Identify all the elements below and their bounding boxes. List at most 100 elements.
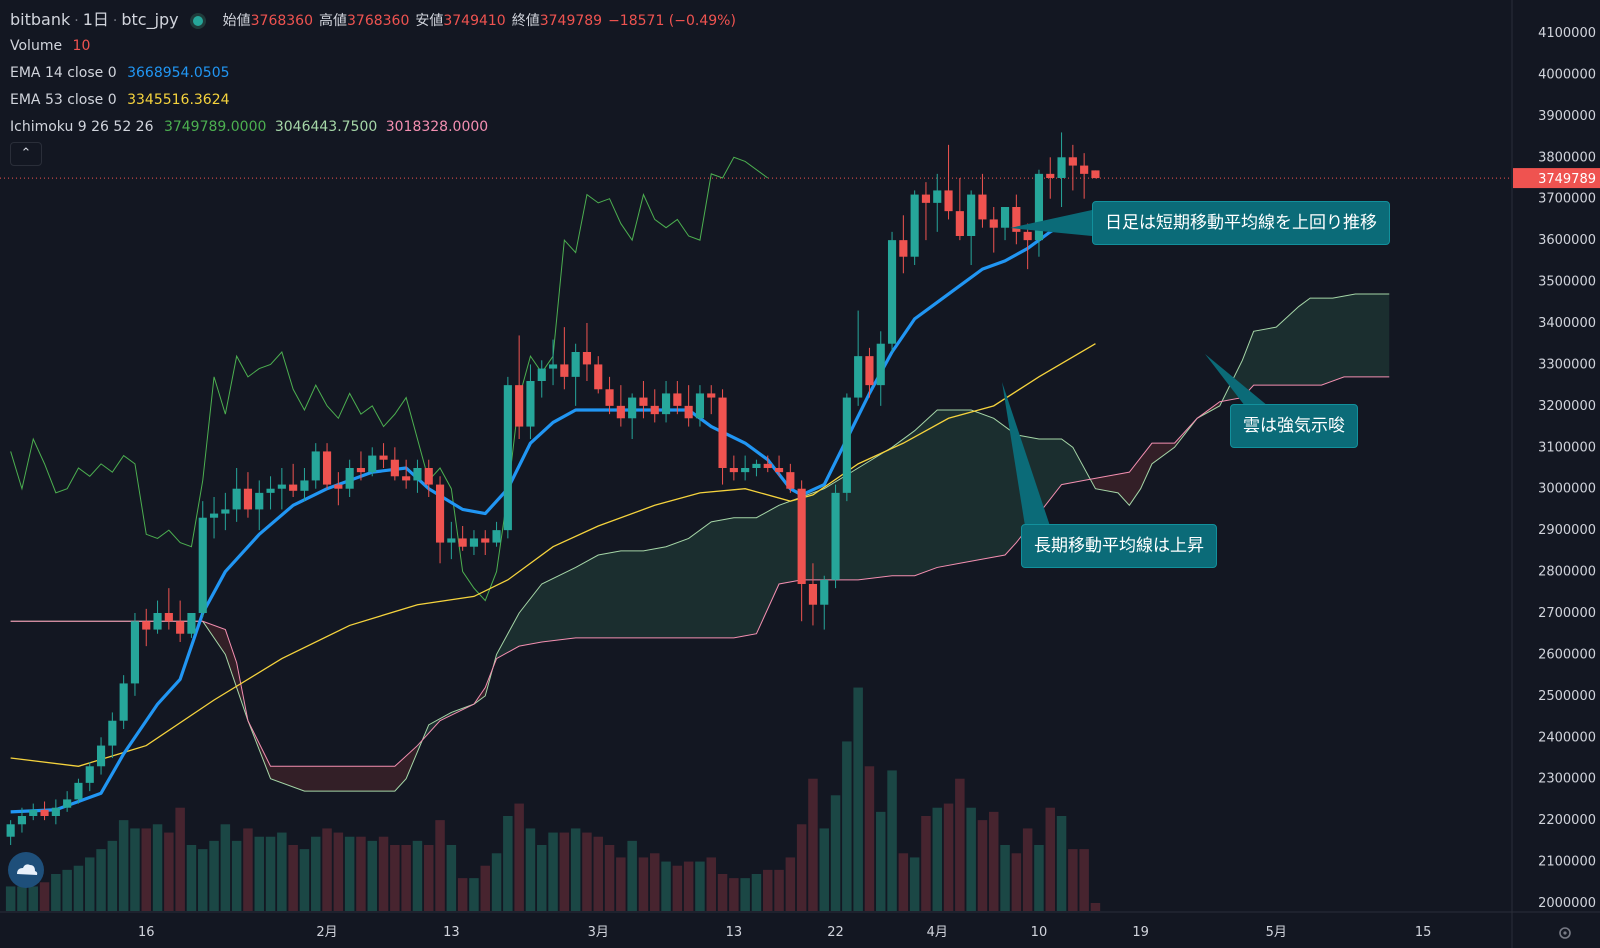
candle-body	[289, 484, 298, 491]
cloud-fill	[490, 410, 1090, 676]
volume-bar	[977, 820, 988, 911]
volume-bar	[785, 857, 796, 911]
price-tick-label: 4100000	[1538, 26, 1596, 41]
candle-body	[989, 219, 998, 228]
candle-body	[526, 381, 535, 427]
volume-bar	[209, 840, 219, 911]
volume-bar	[412, 840, 423, 911]
time-tick-label: 5月	[1266, 925, 1287, 940]
callout-pointer	[1205, 354, 1268, 406]
candle-body	[402, 476, 411, 481]
volume-bar	[1034, 845, 1044, 911]
candle-body	[718, 397, 727, 468]
market-status-icon	[192, 15, 203, 26]
volume-bar	[921, 816, 931, 911]
candle-body	[153, 613, 162, 630]
cloud-fill	[247, 720, 418, 792]
callout-pointer	[1010, 210, 1092, 236]
symbol-label[interactable]: btc_jpy	[121, 10, 179, 29]
interval-label[interactable]: 1日	[82, 10, 109, 29]
close-label: 終値	[511, 13, 540, 29]
callout-short-ma: 日足は短期移動平均線を上回り推移	[1092, 201, 1390, 245]
volume-bar	[774, 869, 784, 911]
volume-bar	[638, 857, 649, 911]
volume-bar	[989, 811, 999, 911]
cloud-fill	[202, 621, 243, 705]
last-price-badge	[1513, 168, 1600, 189]
volume-bar	[254, 836, 264, 911]
candle-body	[1057, 157, 1066, 178]
ichimoku-span-value: 3018328.0000	[385, 119, 489, 135]
volume-bar	[582, 832, 592, 911]
candle-body	[481, 538, 490, 543]
ichimoku-legend[interactable]: Ichimoku 9 26 52 26 3749789.0000 3046443…	[10, 114, 736, 141]
volume-bar	[457, 878, 468, 911]
candlesticks	[6, 132, 1100, 845]
volume-bar	[604, 845, 615, 911]
ichimoku-base-value: 3046443.7500	[274, 119, 378, 135]
candle-body	[899, 240, 908, 257]
price-tick-label: 3000000	[1538, 482, 1596, 497]
volume-bar	[424, 845, 434, 911]
price-tick-label: 2500000	[1538, 689, 1596, 704]
volume-bar	[853, 687, 863, 911]
volume-bar	[695, 861, 705, 911]
volume-bar	[909, 857, 920, 911]
candle-body	[1046, 173, 1055, 178]
exchange-label[interactable]: bitbank	[10, 10, 71, 29]
candle-body	[503, 385, 512, 531]
tradingview-logo-icon[interactable]	[8, 852, 44, 888]
volume-bar	[299, 849, 310, 911]
volume-bar	[808, 778, 818, 911]
volume-bar	[966, 807, 976, 911]
candle-body	[1080, 165, 1089, 174]
volume-bar	[231, 840, 242, 911]
volume-bar	[751, 874, 762, 911]
candle-body	[752, 463, 761, 468]
candle-body	[130, 621, 140, 684]
volume-bar	[141, 828, 151, 911]
volume-bar	[1022, 828, 1033, 911]
ema53-legend[interactable]: EMA 53 close 0 3345516.3624	[10, 87, 736, 114]
collapse-legend-button[interactable]: ⌃	[10, 142, 42, 166]
volume-bar	[1056, 816, 1067, 911]
candle-body	[695, 393, 705, 419]
candle-body	[910, 194, 919, 257]
volume-bar	[175, 807, 185, 911]
candle-body	[1091, 170, 1100, 179]
time-tick-label: 16	[138, 925, 155, 940]
volume-bar	[39, 882, 50, 911]
time-tick-label: 2月	[316, 925, 337, 940]
ema53-value: 3345516.3624	[127, 92, 230, 108]
ema14-legend[interactable]: EMA 14 close 0 3668954.0505	[10, 60, 736, 87]
volume-bar	[537, 845, 547, 911]
volume-bar	[118, 820, 129, 911]
volume-bar	[198, 849, 208, 911]
volume-legend[interactable]: Volume 10	[10, 33, 736, 60]
candle-body	[96, 745, 106, 767]
volume-bar	[876, 811, 886, 911]
open-label: 始値	[222, 13, 251, 29]
volume-bar	[333, 832, 344, 911]
price-tick-label: 3400000	[1538, 316, 1596, 331]
candle-body	[243, 488, 253, 510]
volume-bar	[548, 832, 558, 911]
price-tick-label: 3100000	[1538, 440, 1596, 455]
candle-body	[1012, 207, 1021, 232]
high-label: 高値	[319, 13, 347, 29]
volume-bar	[152, 824, 163, 911]
settings-gear-icon[interactable]	[1559, 927, 1571, 939]
volume-bar	[706, 857, 716, 911]
candle-body	[119, 683, 128, 721]
candle-body	[763, 463, 772, 468]
volume-bar	[107, 840, 118, 911]
candle-body	[684, 405, 693, 419]
candle-body	[345, 468, 354, 489]
callout-pointers	[1002, 210, 1268, 526]
candle-body	[187, 613, 196, 634]
volume-bar	[480, 865, 490, 911]
candle-body	[29, 809, 38, 816]
time-tick-label: 22	[827, 925, 844, 940]
volume-bar	[729, 878, 739, 911]
